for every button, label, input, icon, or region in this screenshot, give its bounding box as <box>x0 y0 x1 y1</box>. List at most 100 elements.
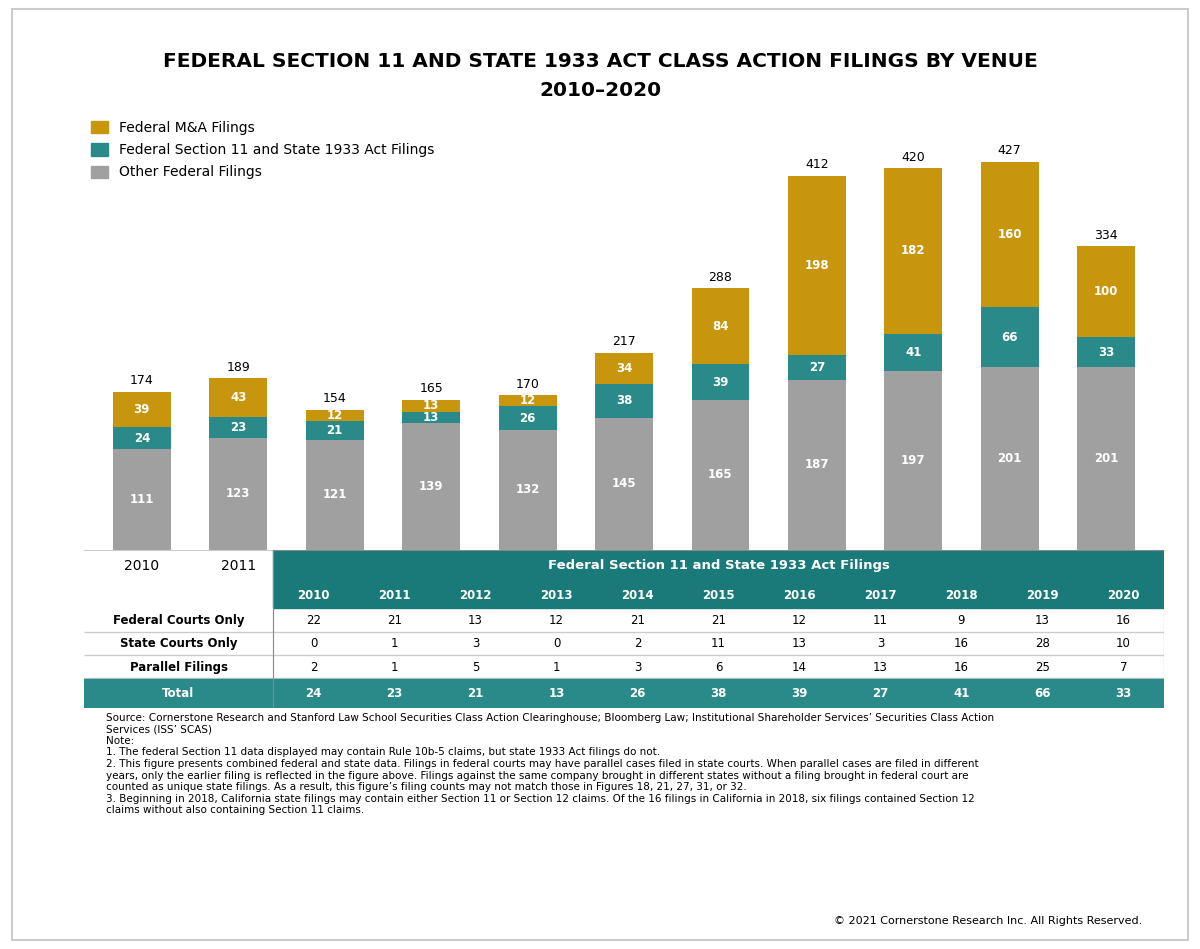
Text: 9: 9 <box>958 614 965 626</box>
Text: 41: 41 <box>953 687 970 700</box>
Text: 33: 33 <box>1098 345 1115 359</box>
Text: 123: 123 <box>226 488 251 500</box>
Text: 39: 39 <box>791 687 808 700</box>
Text: 3: 3 <box>877 637 884 650</box>
Text: 7: 7 <box>1120 661 1127 674</box>
Bar <box>595 383 653 418</box>
Text: 26: 26 <box>629 687 646 700</box>
Text: 1: 1 <box>391 661 398 674</box>
Text: 2019: 2019 <box>1026 588 1058 602</box>
Text: 11: 11 <box>710 637 726 650</box>
Text: 100: 100 <box>1094 286 1118 298</box>
Text: 13: 13 <box>424 400 439 412</box>
Bar <box>499 396 557 406</box>
Text: 66: 66 <box>1034 687 1051 700</box>
Bar <box>274 549 1164 582</box>
Text: 132: 132 <box>515 483 540 496</box>
Text: 16: 16 <box>954 637 970 650</box>
Text: 13: 13 <box>424 411 439 424</box>
Text: FEDERAL SECTION 11 AND STATE 1933 ACT CLASS ACTION FILINGS BY VENUE: FEDERAL SECTION 11 AND STATE 1933 ACT CL… <box>163 52 1037 71</box>
Text: 412: 412 <box>805 158 829 171</box>
Bar <box>595 418 653 549</box>
Text: 1: 1 <box>391 637 398 650</box>
Text: Total: Total <box>162 687 194 700</box>
Text: 145: 145 <box>612 477 636 491</box>
Text: 2020: 2020 <box>1108 588 1140 602</box>
Bar <box>980 162 1039 307</box>
Bar <box>402 412 460 423</box>
Text: 11: 11 <box>874 614 888 626</box>
Bar <box>402 400 460 412</box>
Bar <box>499 406 557 430</box>
Text: State Courts Only: State Courts Only <box>120 637 238 650</box>
Text: 2011: 2011 <box>378 588 410 602</box>
Text: 111: 111 <box>130 493 154 506</box>
Text: 2018: 2018 <box>946 588 978 602</box>
Text: 174: 174 <box>130 374 154 387</box>
Bar <box>209 418 268 438</box>
Bar <box>691 288 749 364</box>
Bar <box>595 353 653 383</box>
Bar <box>274 582 1164 608</box>
Text: 2016: 2016 <box>784 588 816 602</box>
Text: 10: 10 <box>1116 637 1130 650</box>
Text: 6: 6 <box>715 661 722 674</box>
Text: 26: 26 <box>520 412 535 424</box>
Text: 28: 28 <box>1036 637 1050 650</box>
Text: 288: 288 <box>708 270 732 284</box>
Text: 165: 165 <box>419 382 443 396</box>
Text: 22: 22 <box>306 614 322 626</box>
Text: 334: 334 <box>1094 229 1118 242</box>
Text: 2: 2 <box>310 661 317 674</box>
Text: 13: 13 <box>1036 614 1050 626</box>
Bar <box>884 168 942 334</box>
Text: 13: 13 <box>548 687 565 700</box>
Bar <box>788 380 846 549</box>
Text: 3: 3 <box>472 637 479 650</box>
Text: 66: 66 <box>1002 331 1018 344</box>
Text: 21: 21 <box>386 614 402 626</box>
Text: 189: 189 <box>227 361 250 374</box>
Text: Parallel Filings: Parallel Filings <box>130 661 228 674</box>
Text: 21: 21 <box>326 424 343 437</box>
Text: 201: 201 <box>1094 452 1118 465</box>
Text: 39: 39 <box>713 376 728 389</box>
Text: 41: 41 <box>905 345 922 359</box>
Text: Source: Cornerstone Research and Stanford Law School Securities Class Action Cle: Source: Cornerstone Research and Stanfor… <box>106 713 994 815</box>
Text: 21: 21 <box>630 614 646 626</box>
Text: 13: 13 <box>792 637 806 650</box>
Text: 0: 0 <box>310 637 317 650</box>
Text: 165: 165 <box>708 468 733 481</box>
Text: 201: 201 <box>997 452 1022 465</box>
Bar <box>499 430 557 549</box>
Bar <box>402 423 460 549</box>
Text: 13: 13 <box>468 614 482 626</box>
Text: 43: 43 <box>230 391 246 404</box>
Text: 14: 14 <box>792 661 808 674</box>
Text: 34: 34 <box>616 362 632 375</box>
Text: 2014: 2014 <box>622 588 654 602</box>
Text: 16: 16 <box>1116 614 1132 626</box>
Text: 24: 24 <box>305 687 322 700</box>
Text: 197: 197 <box>901 454 925 467</box>
Text: 27: 27 <box>872 687 889 700</box>
Bar <box>884 371 942 549</box>
Text: 420: 420 <box>901 151 925 164</box>
Text: 2010–2020: 2010–2020 <box>539 81 661 100</box>
Bar <box>209 378 268 418</box>
Bar <box>1078 247 1135 337</box>
Text: 1: 1 <box>553 661 560 674</box>
Text: 16: 16 <box>954 661 970 674</box>
Text: 25: 25 <box>1036 661 1050 674</box>
Text: 139: 139 <box>419 480 443 493</box>
Bar <box>113 449 170 549</box>
Text: 21: 21 <box>467 687 484 700</box>
Bar <box>980 367 1039 549</box>
Text: 187: 187 <box>805 458 829 472</box>
Bar <box>274 549 1164 708</box>
Text: 198: 198 <box>804 259 829 272</box>
Text: 33: 33 <box>1115 687 1132 700</box>
Text: 170: 170 <box>516 378 540 391</box>
Bar <box>788 176 846 355</box>
Text: 84: 84 <box>712 320 728 333</box>
